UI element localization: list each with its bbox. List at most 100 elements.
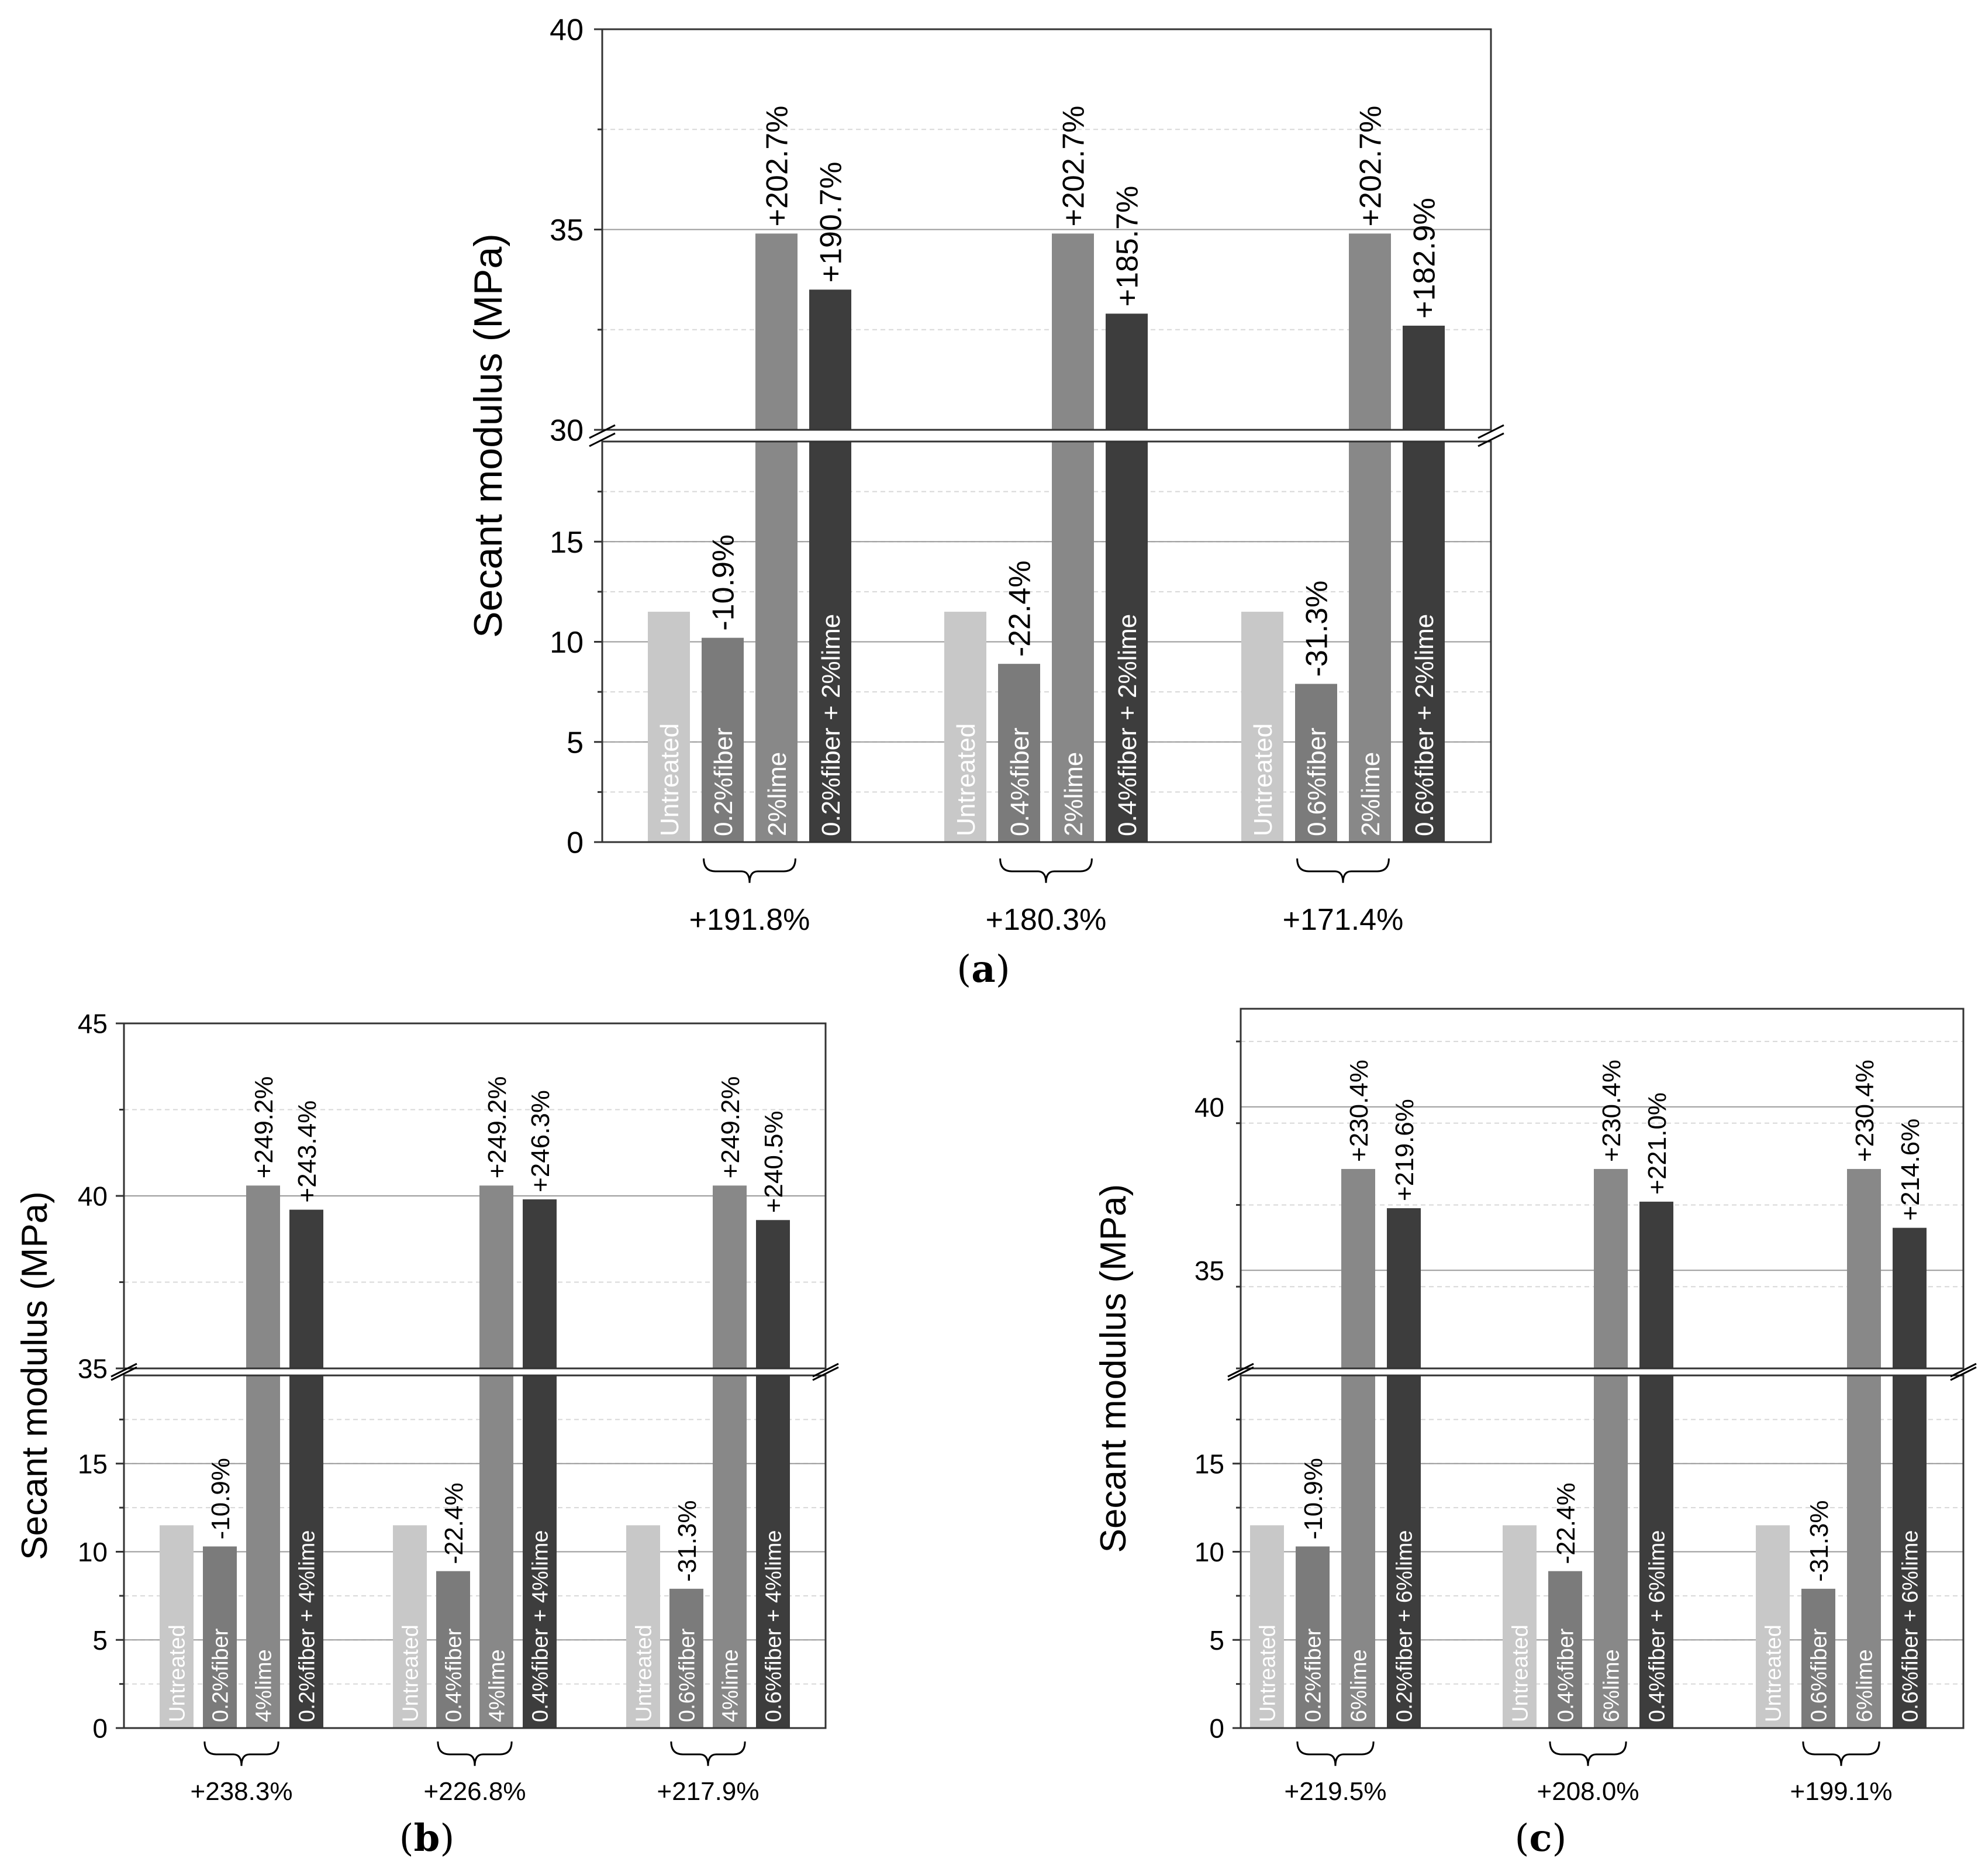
bar-lower-lime <box>1341 1375 1375 1728</box>
group-bracket <box>1296 858 1390 883</box>
bar-label: 0.6%fiber <box>1303 727 1331 836</box>
group-bracket <box>203 1741 279 1766</box>
y-tick-label: 0 <box>567 826 584 860</box>
bar-label: 6%lime <box>1347 1649 1372 1722</box>
bar-label: 0.2%fiber <box>709 727 738 836</box>
y-tick-label: 15 <box>550 526 584 560</box>
axis-break-mark <box>1477 432 1504 447</box>
y-tick-label: 10 <box>1195 1537 1224 1567</box>
group-bracket <box>999 858 1093 883</box>
y-axis-label: Secant modulus (MPa) <box>466 233 510 638</box>
bar-upper-lime <box>1052 233 1094 430</box>
bar-upper-lime <box>1594 1168 1628 1368</box>
caption-a: (a) <box>957 947 1010 991</box>
caption-b: (b) <box>399 1816 455 1860</box>
bar-annotation: +249.2% <box>716 1076 745 1178</box>
bar-annotation: -31.3% <box>1805 1500 1834 1581</box>
bar-annotation: -10.9% <box>1299 1458 1328 1539</box>
group-bracket <box>1802 1741 1880 1766</box>
bar-label: 0.2%fiber + 2%lime <box>817 614 845 836</box>
bar-label: 0.6%fiber + 4%lime <box>762 1530 786 1722</box>
bar-upper-combo <box>756 1220 790 1368</box>
axis-break-mark <box>589 424 616 439</box>
bracket-label: +219.5% <box>1285 1777 1387 1806</box>
bar-annotation: +230.4% <box>1851 1060 1879 1162</box>
bar-lower-combo <box>756 1375 790 1728</box>
y-tick-label: 10 <box>550 626 584 660</box>
bar-label: 4%lime <box>485 1649 510 1722</box>
bar-untreated <box>160 1525 194 1728</box>
bar-untreated <box>1250 1525 1284 1728</box>
bar-fiber <box>436 1571 470 1728</box>
bar-lower-combo <box>1403 442 1445 842</box>
bar-annotation: +202.7% <box>1354 106 1388 227</box>
y-tick-label: 40 <box>550 13 584 47</box>
bar-lower-combo <box>1387 1375 1421 1728</box>
bar-label: Untreated <box>1249 723 1278 836</box>
bar-label: Untreated <box>952 723 981 836</box>
bar-annotation: +230.4% <box>1345 1060 1373 1162</box>
bar-label: Untreated <box>632 1625 657 1722</box>
bar-annotation: +202.7% <box>761 106 795 227</box>
bar-label: Untreated <box>165 1625 190 1722</box>
bar-annotation: +219.6% <box>1390 1099 1419 1201</box>
bar-lower-lime <box>246 1375 280 1728</box>
bracket-label: +171.4% <box>1283 903 1404 937</box>
upper-axis-frame <box>1240 1008 1965 1370</box>
y-tick-label: 0 <box>1209 1713 1224 1744</box>
bar-annotation: +243.4% <box>293 1101 322 1203</box>
group-bracket <box>703 858 796 883</box>
bracket-label: +191.8% <box>689 903 810 937</box>
bar-annotation: +185.7% <box>1111 186 1145 307</box>
y-tick-label: 35 <box>78 1354 108 1384</box>
bar-upper-combo <box>1106 313 1148 430</box>
group-bracket <box>1549 1741 1627 1766</box>
bar-lower-combo <box>809 442 851 842</box>
bar-upper-combo <box>1403 325 1445 430</box>
axis-break-mark <box>812 1363 839 1378</box>
bar-fiber <box>1296 1546 1330 1728</box>
bar-label: 0.4%fiber <box>1554 1628 1579 1722</box>
bar-upper-combo <box>809 289 851 430</box>
y-tick-label: 5 <box>567 726 584 760</box>
y-tick-label: 15 <box>78 1449 108 1479</box>
bar-lower-lime <box>479 1375 513 1728</box>
bar-label: 2%lime <box>1059 752 1088 836</box>
bar-annotation: +249.2% <box>250 1076 278 1178</box>
bar-label: 0.6%fiber <box>675 1628 700 1722</box>
bar-upper-lime <box>713 1185 747 1368</box>
y-axis-label: Secant modulus (MPa) <box>1093 1184 1134 1553</box>
bar-annotation: -10.9% <box>707 534 741 631</box>
bar-annotation: +240.5% <box>760 1111 788 1213</box>
y-tick-label: 5 <box>1209 1625 1224 1656</box>
bar-annotation: +202.7% <box>1057 106 1091 227</box>
y-tick-label: 0 <box>92 1713 108 1744</box>
bar-label: 0.2%fiber <box>209 1628 233 1722</box>
bar-lower-lime <box>755 442 798 842</box>
bracket-label: +217.9% <box>657 1777 760 1806</box>
bar-lower-combo <box>1639 1375 1673 1728</box>
bar-label: 0.2%fiber <box>1302 1628 1326 1722</box>
bar-lower-lime <box>1594 1375 1628 1728</box>
bar-label: 0.4%fiber + 6%lime <box>1645 1530 1670 1722</box>
bracket-label: +180.3% <box>986 903 1107 937</box>
bar-label: 0.2%fiber + 6%lime <box>1393 1530 1417 1722</box>
bar-label: 0.4%fiber + 4%lime <box>529 1530 553 1722</box>
bar-label: 6%lime <box>1853 1649 1877 1722</box>
bar-fiber <box>1801 1588 1835 1728</box>
bar-fiber <box>1548 1571 1582 1728</box>
bar-annotation: +221.0% <box>1643 1092 1672 1195</box>
y-tick-label: 15 <box>1195 1449 1224 1479</box>
bar-annotation: -10.9% <box>206 1458 235 1539</box>
bar-lower-lime <box>1847 1375 1881 1728</box>
bar-label: 2%lime <box>763 752 792 836</box>
axis-break-mark <box>1477 424 1504 439</box>
bar-label: Untreated <box>1508 1625 1533 1722</box>
bar-upper-lime <box>479 1185 513 1368</box>
bar-label: 6%lime <box>1600 1649 1624 1722</box>
bar-fiber <box>702 637 744 842</box>
bar-label: 0.4%fiber + 2%lime <box>1113 614 1142 836</box>
y-tick-label: 35 <box>1195 1256 1224 1286</box>
